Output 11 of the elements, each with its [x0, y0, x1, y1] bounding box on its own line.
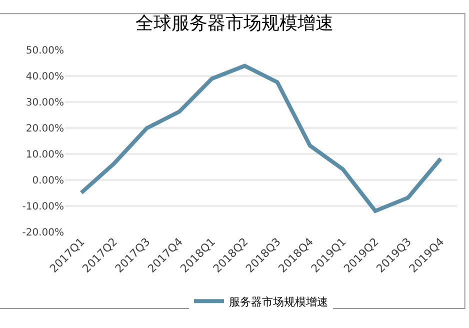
y-tick-label: 40.00% — [26, 72, 64, 82]
y-tick-label: 0.00% — [32, 176, 64, 186]
line-series — [79, 64, 443, 213]
y-tick-label: 10.00% — [26, 150, 64, 160]
chart-title: 全球服务器市场规模增速 — [136, 13, 334, 34]
y-tick-label: 50.00% — [26, 46, 64, 56]
y-tick-label: 30.00% — [26, 98, 64, 108]
y-tick-label: -10.00% — [22, 202, 64, 212]
y-tick-label: -20.00% — [22, 228, 64, 238]
y-tick-label: 20.00% — [26, 124, 64, 134]
legend-label: 服务器市场规模增速 — [229, 295, 328, 308]
